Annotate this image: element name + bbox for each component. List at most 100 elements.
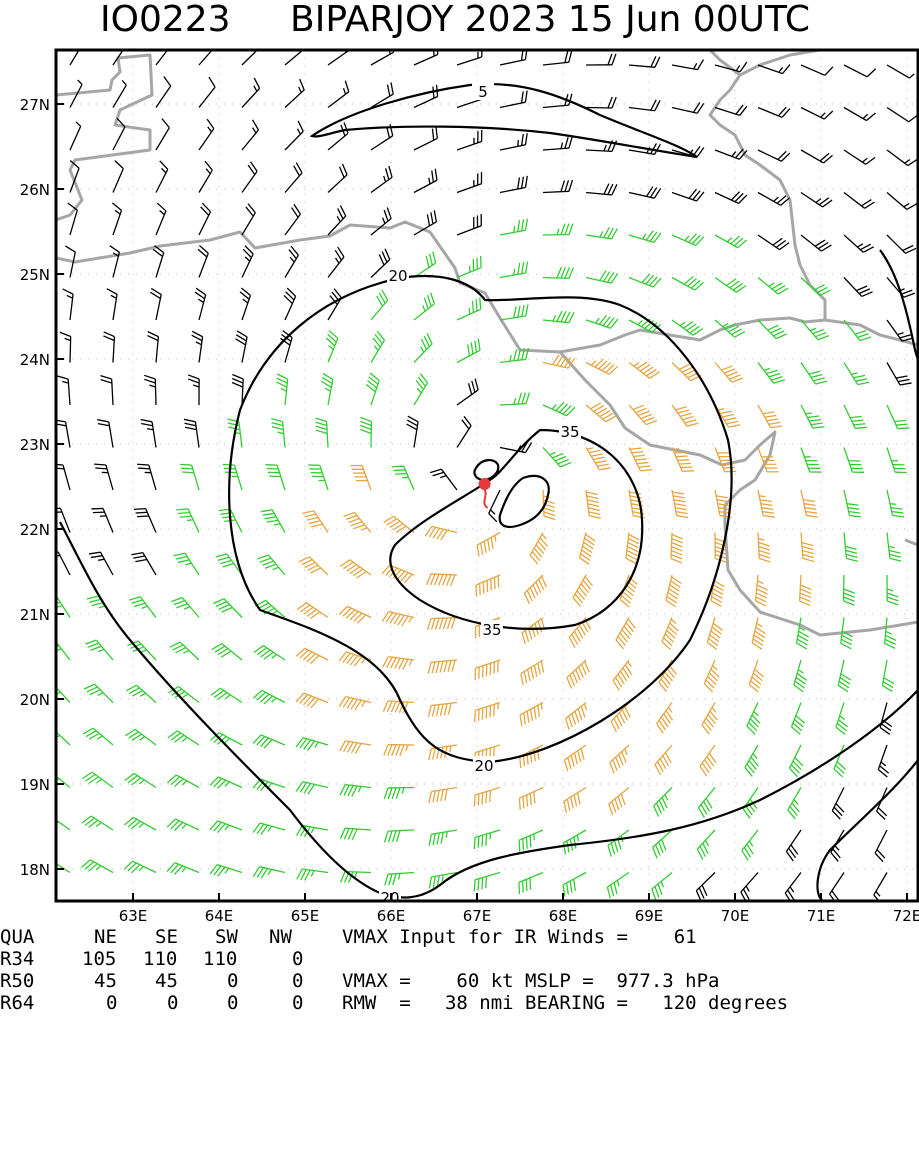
wind-barb [844, 65, 876, 77]
cell-ne: 105 [82, 948, 116, 970]
wind-barb [788, 788, 801, 819]
wind-barb [715, 278, 746, 293]
wind-barb [51, 464, 70, 490]
wind-barb [285, 121, 303, 150]
wind-barb [611, 703, 630, 732]
wind-barb [500, 348, 528, 363]
row-label: R34 [0, 948, 34, 970]
wind-barb [125, 729, 156, 745]
wind-barb [192, 331, 203, 362]
wind-barb [752, 618, 765, 650]
wind-barb [429, 703, 457, 717]
wind-barb [801, 150, 832, 163]
wind-barb [711, 575, 724, 606]
wind-barb [328, 39, 349, 65]
wind-barb [296, 648, 328, 663]
wind-barb [563, 830, 586, 855]
y-tick-label: 20N [20, 691, 50, 709]
wind-contour [817, 760, 918, 900]
wind-barb [844, 193, 875, 209]
contour-label: 20 [388, 267, 407, 285]
wind-barb [174, 553, 199, 575]
wind-barb [156, 161, 168, 193]
wind-barb [801, 405, 824, 428]
wind-barb [199, 119, 214, 150]
wind-barb [242, 204, 255, 235]
cell-se: 45 [155, 970, 178, 992]
contour-label: 35 [560, 423, 579, 441]
wind-barb [844, 235, 874, 252]
contour-labels: 52020203535 [379, 82, 581, 907]
cell-sw: 110 [203, 948, 237, 970]
wind-barb [285, 246, 298, 277]
wind-barb [199, 203, 211, 235]
x-tick-label: 71E [807, 907, 836, 925]
y-tick-label: 24N [20, 351, 50, 369]
wind-barb [285, 163, 302, 193]
cell-nw: 0 [292, 948, 303, 970]
wind-barb [474, 830, 500, 849]
wind-barb [586, 184, 617, 195]
coastline-segment [905, 540, 918, 545]
wind-barb [156, 119, 169, 150]
wind-barb [500, 393, 529, 405]
wind-barb [500, 305, 528, 320]
row-label: R50 [0, 970, 34, 992]
wind-barb [843, 575, 854, 605]
wind-barb [522, 618, 545, 645]
wind-barb [141, 420, 156, 448]
wind-barb [801, 193, 832, 207]
wind-barb [543, 180, 572, 192]
wind-barb [801, 363, 827, 385]
wind-barb [457, 416, 471, 447]
x-tick-label: 70E [721, 907, 750, 925]
wind-barb [47, 552, 70, 575]
wind-barb [124, 817, 156, 830]
wind-barb [340, 560, 371, 578]
wind-barb [124, 861, 156, 873]
wind-barb [629, 448, 652, 471]
wind-barb [91, 508, 113, 532]
wind-barb [878, 745, 888, 777]
wind-barb [180, 464, 199, 490]
wind-barb [167, 863, 199, 875]
wind-barb [113, 161, 123, 193]
wind-barb [383, 701, 414, 713]
wind-barb [210, 777, 242, 789]
wind-barb [299, 557, 328, 575]
wind-barb [758, 533, 770, 562]
wind-barb [429, 830, 457, 846]
wind-barb [428, 660, 457, 674]
wind-barb [758, 107, 790, 117]
wind-barb [797, 618, 809, 649]
wind-barb [672, 405, 698, 426]
wind-barb [414, 127, 437, 150]
x-tick-label: 63E [119, 907, 148, 925]
wind-barb [242, 78, 260, 108]
wind-barb [371, 249, 390, 278]
y-tick-label: 27N [20, 96, 50, 114]
wind-barb [790, 745, 803, 777]
wind-contour [312, 84, 697, 157]
header-se: SE [155, 926, 178, 948]
wind-barb [521, 660, 544, 685]
wind-barb [794, 660, 807, 692]
wind-barb [474, 873, 500, 892]
wind-barb [885, 618, 896, 649]
wind-barb [715, 192, 747, 204]
wind-barb [697, 830, 715, 859]
wind-barb [63, 289, 73, 320]
wind-barb [758, 193, 790, 206]
wind-barb [543, 137, 572, 150]
storm-track [484, 488, 488, 508]
wind-radii-table: QUA NE SE SW NW VMAX Input for IR Winds … [0, 926, 919, 1014]
coastline [56, 50, 918, 635]
wind-barb [167, 819, 199, 831]
wind-barb [801, 65, 833, 75]
wind-barb [211, 688, 242, 702]
wind-barb [212, 644, 242, 660]
wind-barb [543, 224, 573, 235]
wind-barb [519, 873, 543, 895]
wind-map: 52020203535 63E64E65E66E67E68E69E70E71E7… [0, 0, 919, 926]
wind-barb [297, 603, 328, 619]
